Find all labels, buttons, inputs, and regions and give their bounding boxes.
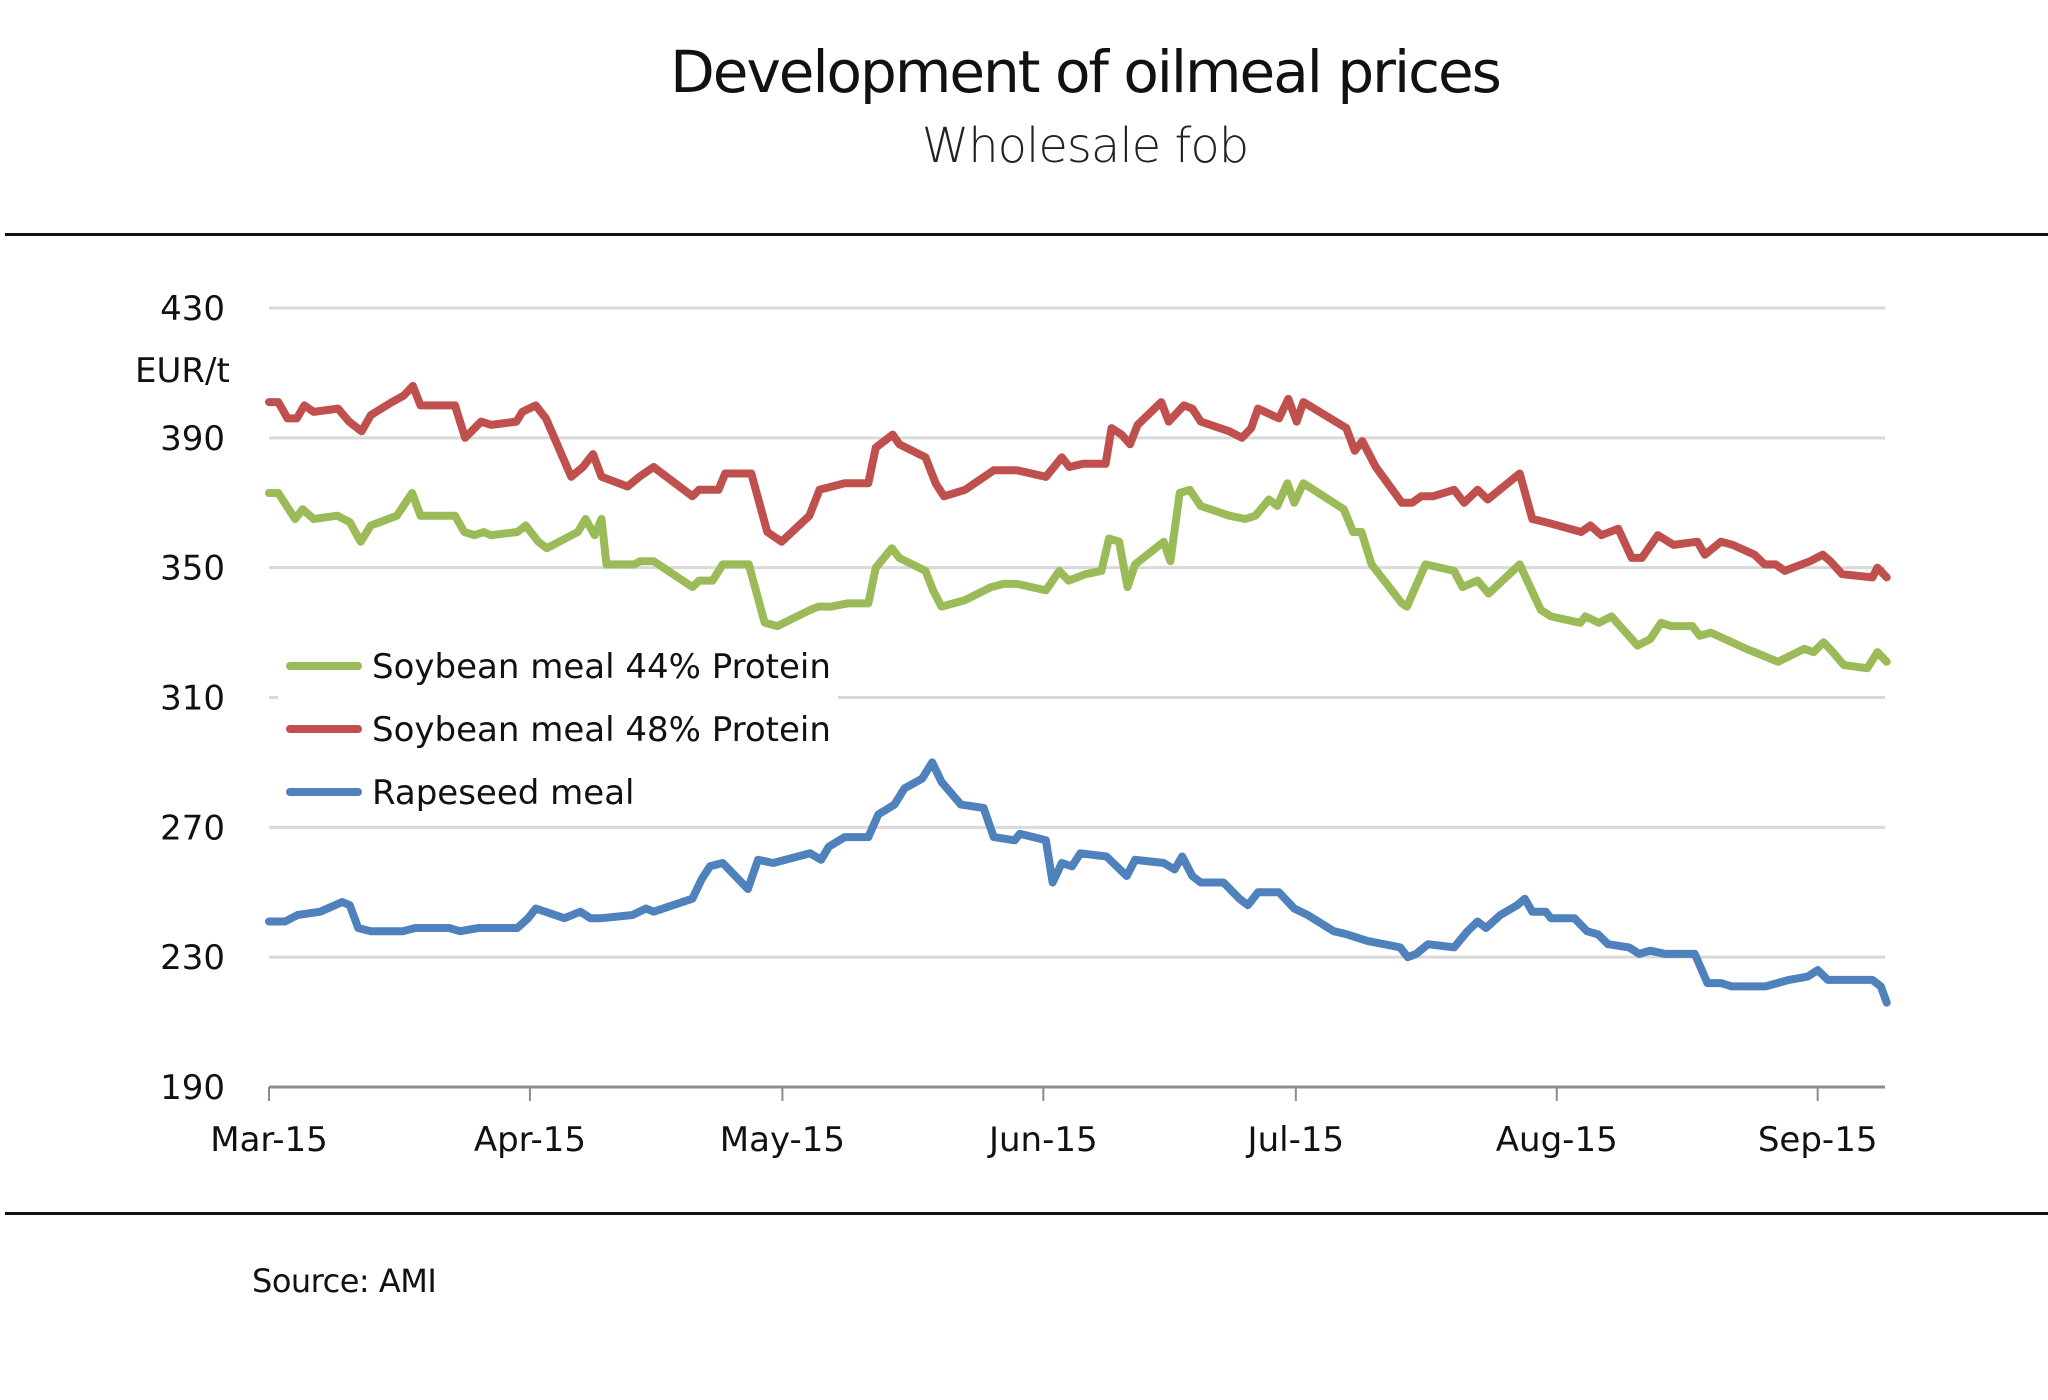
y-tick-label: 270	[160, 808, 225, 848]
y-tick-label: 310	[160, 679, 225, 719]
x-axis: Mar-15 Apr-15 May-15 Jun-15 Jul-15 Aug-15 Sep-…	[210, 1085, 1885, 1160]
x-tick-label: Sep-15	[1758, 1120, 1878, 1160]
x-tick-label: Apr-15	[474, 1120, 586, 1160]
x-tick-label: Jul-15	[1246, 1120, 1345, 1160]
y-axis-ticks: 190 230 270 310 350 390 430	[160, 289, 225, 1108]
x-tick-label: Jun-15	[987, 1120, 1098, 1160]
legend-label: Soybean meal 44% Protein	[372, 647, 831, 687]
series-line-0	[265, 479, 1891, 673]
legend: Soybean meal 44% Protein Soybean meal 48%…	[278, 632, 838, 822]
y-tick-label: 230	[160, 938, 225, 978]
y-tick-label: 430	[160, 289, 225, 329]
y-tick-label: 190	[160, 1068, 225, 1108]
x-tick-label: Aug-15	[1496, 1120, 1618, 1160]
y-axis-label: EUR/t	[135, 351, 230, 391]
x-tick-label: May-15	[720, 1120, 845, 1160]
legend-background	[278, 632, 838, 822]
legend-label: Rapeseed meal	[372, 773, 634, 813]
top-divider	[5, 233, 2048, 236]
chart-title: Development of oilmeal prices	[670, 38, 1502, 106]
series-line-1	[265, 381, 1891, 582]
source-note: Source: AMI	[252, 1262, 437, 1300]
y-tick-label: 350	[160, 549, 225, 589]
series-line-2	[265, 758, 1891, 1007]
series-lines	[265, 381, 1891, 1007]
chart-subtitle: Wholesale fob	[921, 118, 1249, 174]
y-tick-label: 390	[160, 419, 225, 459]
legend-label: Soybean meal 48% Protein	[372, 710, 831, 750]
bottom-divider	[5, 1212, 2048, 1215]
x-tick-label: Mar-15	[210, 1120, 328, 1160]
